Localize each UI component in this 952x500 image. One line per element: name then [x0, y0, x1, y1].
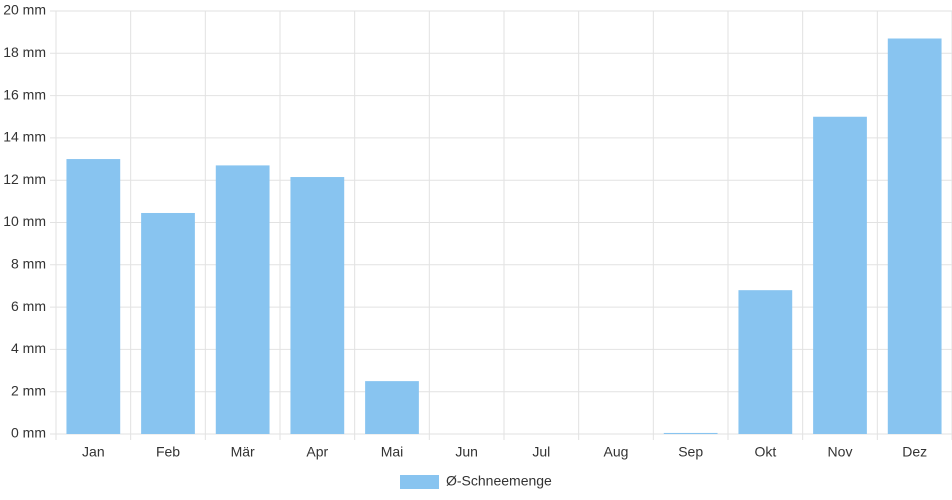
- bar: [66, 159, 121, 435]
- y-tick-label: 8 mm: [11, 256, 46, 272]
- x-tick-label: Jul: [532, 444, 550, 460]
- x-tick-label: Dez: [902, 444, 927, 460]
- bar: [290, 177, 345, 434]
- y-tick-label: 0 mm: [11, 425, 46, 441]
- x-tick-label: Jan: [82, 444, 105, 460]
- bar: [738, 290, 793, 434]
- x-tick-label: Mai: [381, 444, 404, 460]
- legend-swatch: [400, 475, 439, 489]
- bar: [365, 381, 419, 434]
- x-tick-label: Mär: [231, 444, 255, 460]
- y-tick-label: 14 mm: [3, 129, 46, 145]
- y-tick-label: 18 mm: [3, 44, 46, 60]
- y-tick-label: 16 mm: [3, 86, 46, 102]
- x-tick-label: Apr: [306, 444, 328, 460]
- x-tick-label: Nov: [828, 444, 853, 460]
- y-tick-label: 4 mm: [11, 340, 46, 356]
- x-tick-label: Sep: [678, 444, 703, 460]
- bar: [663, 432, 718, 434]
- x-tick-label: Aug: [604, 444, 629, 460]
- legend-label: Ø-Schneemenge: [446, 473, 552, 489]
- bar: [887, 38, 942, 435]
- bar: [215, 165, 270, 434]
- x-tick-label: Okt: [754, 444, 776, 460]
- bar: [141, 212, 195, 434]
- x-tick-label: Jun: [455, 444, 478, 460]
- x-tick-label: Feb: [156, 444, 180, 460]
- bar: [813, 116, 867, 434]
- y-tick-label: 2 mm: [11, 382, 46, 398]
- y-tick-label: 10 mm: [3, 213, 46, 229]
- y-tick-label: 20 mm: [3, 2, 46, 18]
- y-tick-label: 6 mm: [11, 298, 46, 314]
- y-tick-label: 12 mm: [3, 171, 46, 187]
